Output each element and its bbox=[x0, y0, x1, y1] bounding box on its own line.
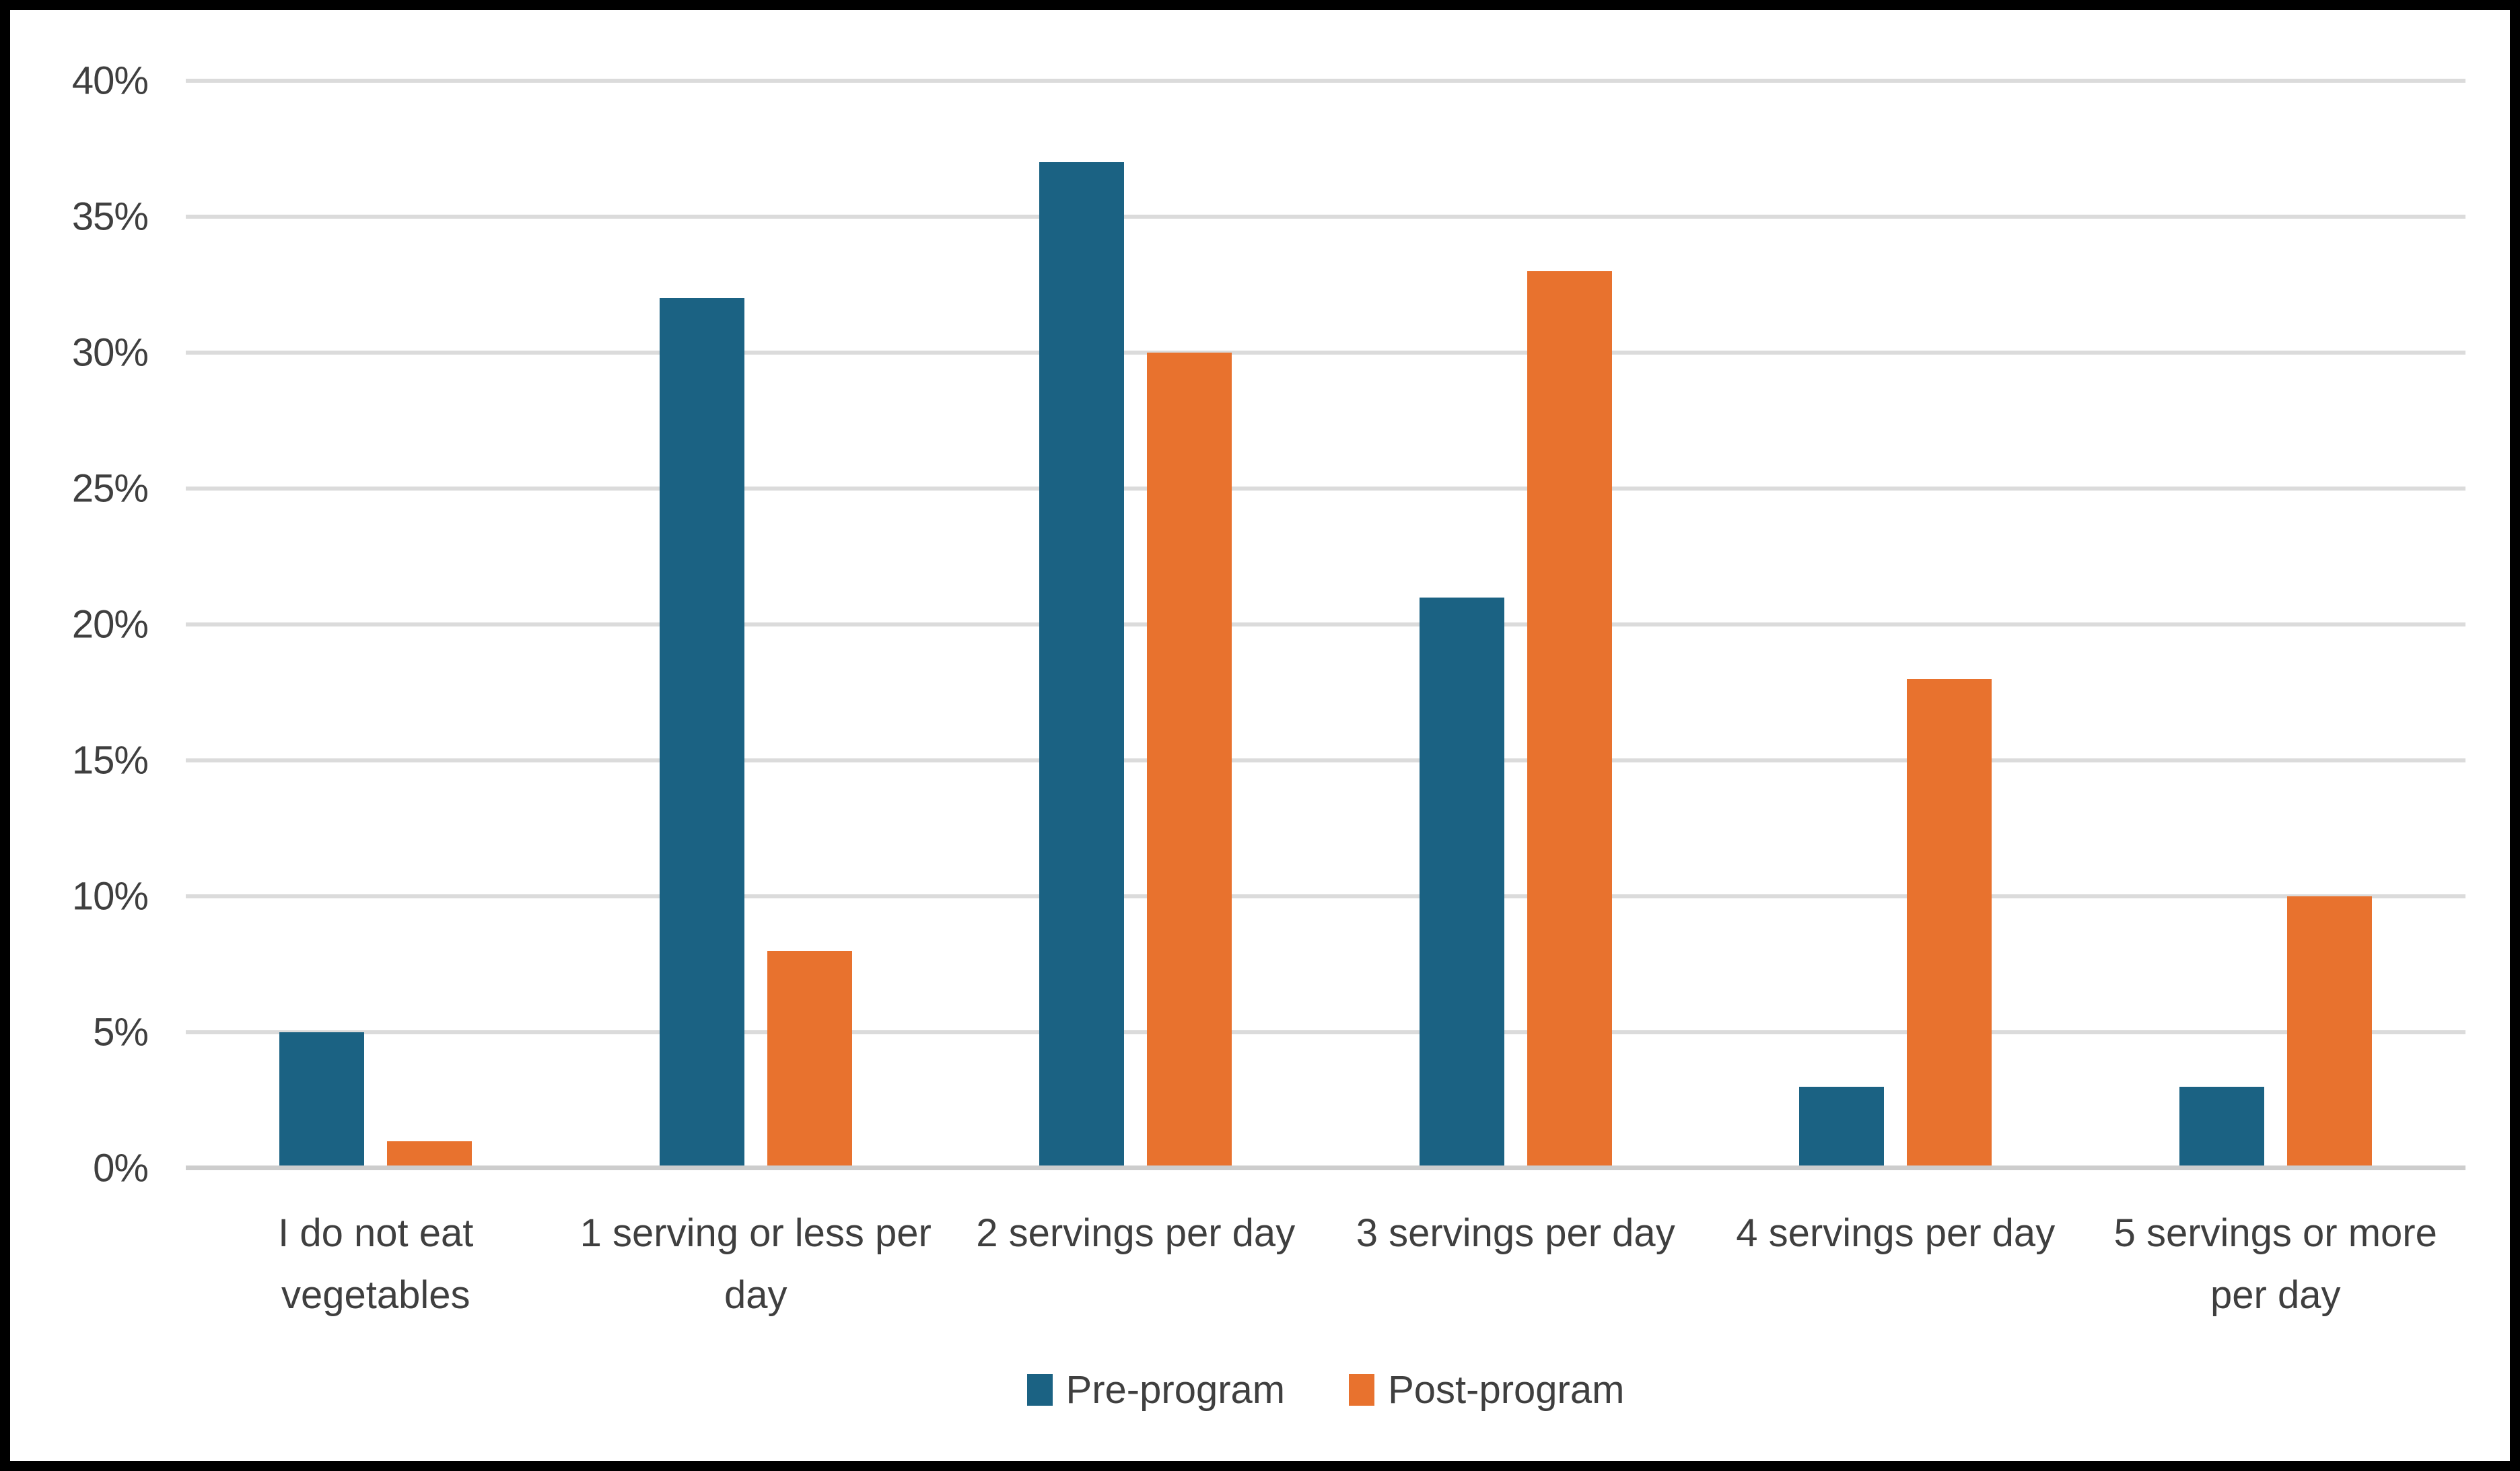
category-group bbox=[946, 81, 1326, 1168]
bar-pre-program bbox=[1799, 1086, 1885, 1168]
legend: Pre-program Post-program bbox=[186, 1357, 2465, 1422]
gridline bbox=[186, 487, 2465, 491]
legend-label: Pre-program bbox=[1065, 1367, 1286, 1412]
category-group bbox=[1706, 81, 2086, 1168]
legend-label: Post-program bbox=[1388, 1367, 1625, 1412]
legend-swatch-icon bbox=[1349, 1373, 1375, 1406]
x-axis-category-labels: I do not eat vegetables 1 serving or less… bbox=[186, 1203, 2465, 1326]
x-category-label: 3 servings per day bbox=[1356, 1211, 1675, 1255]
y-tick-label: 20% bbox=[71, 602, 149, 647]
category-group bbox=[2086, 81, 2466, 1168]
y-tick-label: 35% bbox=[71, 194, 149, 239]
bar-post-program bbox=[2286, 896, 2372, 1168]
x-axis-line bbox=[186, 1165, 2465, 1170]
gridline bbox=[186, 622, 2465, 626]
bar-pre-program bbox=[1419, 597, 1504, 1168]
legend-swatch-icon bbox=[1026, 1373, 1053, 1406]
category-group bbox=[1326, 81, 1706, 1168]
gridline bbox=[186, 758, 2465, 762]
bar-post-program bbox=[387, 1141, 473, 1168]
plot-area bbox=[186, 79, 2465, 1170]
gridline bbox=[186, 215, 2465, 219]
x-category-label: I do not eat vegetables bbox=[278, 1211, 474, 1317]
gridline bbox=[186, 1030, 2465, 1034]
bar-post-program bbox=[1147, 353, 1232, 1168]
y-tick-label: 10% bbox=[71, 874, 149, 919]
bar-post-program bbox=[1907, 678, 1992, 1168]
bar-post-program bbox=[1527, 271, 1612, 1168]
x-category-label: 4 servings per day bbox=[1736, 1211, 2056, 1255]
legend-entry-pre-program: Pre-program bbox=[1026, 1367, 1286, 1412]
legend-entry-post-program: Post-program bbox=[1349, 1367, 1624, 1412]
bar-pre-program bbox=[279, 1032, 365, 1168]
bar-pre-program bbox=[2179, 1086, 2264, 1168]
gridline bbox=[186, 351, 2465, 355]
y-tick-label: 0% bbox=[93, 1146, 149, 1190]
y-tick-label: 15% bbox=[71, 738, 149, 783]
x-category-label: 5 servings or more per day bbox=[2113, 1211, 2437, 1317]
category-group bbox=[186, 81, 566, 1168]
gridline bbox=[186, 79, 2465, 83]
category-group bbox=[566, 81, 946, 1168]
bar-post-program bbox=[767, 950, 852, 1168]
x-category-label: 1 serving or less per day bbox=[580, 1211, 932, 1317]
bar-pre-program bbox=[659, 298, 744, 1168]
y-axis-tick-labels: 40% 35% 30% 25% 20% 15% 10% 5% 0% bbox=[10, 59, 149, 1190]
x-category-label: 2 servings per day bbox=[976, 1211, 1296, 1255]
gridline bbox=[186, 894, 2465, 898]
y-tick-label: 5% bbox=[93, 1010, 149, 1054]
bars-layer bbox=[186, 81, 2465, 1168]
bar-pre-program bbox=[1039, 162, 1125, 1168]
y-tick-label: 25% bbox=[71, 466, 149, 511]
y-tick-label: 30% bbox=[71, 330, 149, 375]
y-tick-label: 40% bbox=[71, 59, 149, 103]
